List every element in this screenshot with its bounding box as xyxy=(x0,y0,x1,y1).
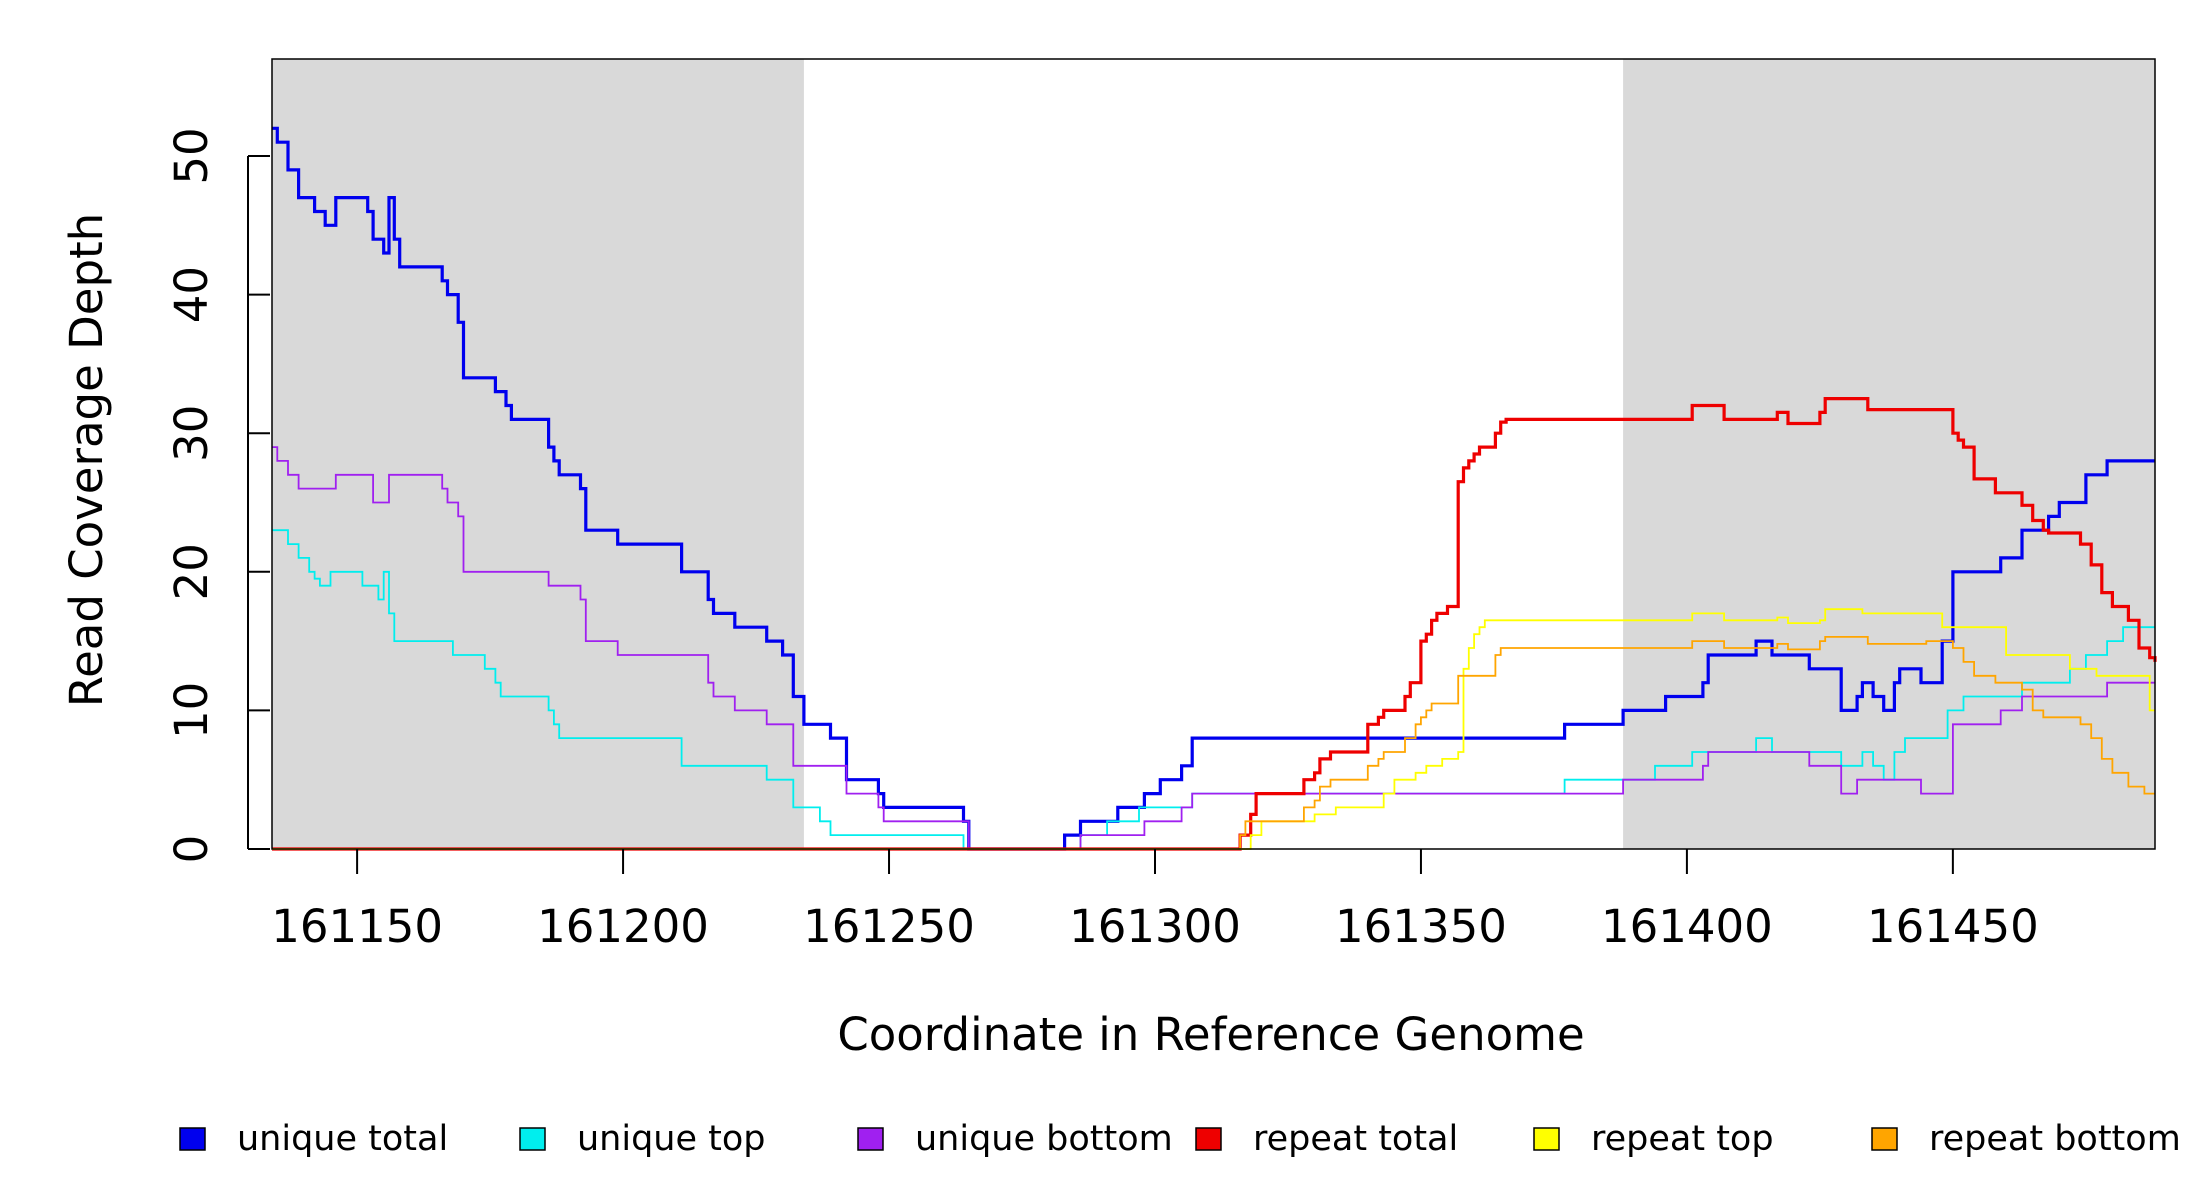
legend-swatch xyxy=(1195,1127,1222,1151)
x-tick-label-161300: 161300 xyxy=(1069,900,1241,953)
legend-label: unique total xyxy=(237,1119,448,1159)
plot-frame xyxy=(271,58,2156,850)
y-tick-label-20: 20 xyxy=(165,543,218,600)
series-lines xyxy=(272,126,2157,851)
legend-label: repeat total xyxy=(1253,1119,1458,1159)
repeat-region-2 xyxy=(1623,59,2155,849)
legend-item-unique-bottom: unique bottom xyxy=(857,1119,1173,1159)
x-tick-label-161200: 161200 xyxy=(537,900,709,953)
series-repeat-total xyxy=(272,397,2157,851)
legend-item-repeat-total: repeat total xyxy=(1195,1119,1458,1159)
y-tick-label-30: 30 xyxy=(165,405,218,462)
repeat-region-1 xyxy=(272,59,804,849)
x-tick-label-161400: 161400 xyxy=(1601,900,1773,953)
series-repeat-top xyxy=(272,608,2155,850)
x-axis: 161150 161200 161250 161300 161350 161400 1614… xyxy=(271,849,2039,953)
y-tick-label-0: 0 xyxy=(165,835,218,864)
legend-swatch xyxy=(179,1127,206,1151)
series-unique-total xyxy=(272,126,2155,851)
y-tick-label-50: 50 xyxy=(165,127,218,184)
x-tick-label-161150: 161150 xyxy=(271,900,443,953)
legend-label: unique top xyxy=(577,1119,766,1159)
legend-label: repeat top xyxy=(1591,1119,1774,1159)
legend-swatch xyxy=(1533,1127,1560,1151)
legend-label: repeat bottom xyxy=(1929,1119,2181,1159)
y-tick-label-40: 40 xyxy=(165,266,218,323)
legend-swatch xyxy=(857,1127,884,1151)
y-tick-label-10: 10 xyxy=(165,682,218,739)
legend-item-repeat-top: repeat top xyxy=(1533,1119,1774,1159)
legend-item-repeat-bottom: repeat bottom xyxy=(1871,1119,2181,1159)
x-tick-label-161250: 161250 xyxy=(803,900,975,953)
legend-swatch xyxy=(519,1127,546,1151)
legend-swatch xyxy=(1871,1127,1898,1151)
x-axis-title: Coordinate in Reference Genome xyxy=(837,1008,1584,1061)
repeat-region-shading xyxy=(272,59,2155,849)
series-unique-bottom xyxy=(272,446,2155,850)
y-axis: 0 10 20 30 40 50 xyxy=(165,127,270,863)
legend-item-unique-total: unique total xyxy=(179,1119,448,1159)
x-tick-label-161450: 161450 xyxy=(1867,900,2039,953)
series-repeat-bottom xyxy=(272,636,2155,850)
legend: unique total unique top unique bottom repea… xyxy=(179,1119,2181,1159)
x-tick-label-161350: 161350 xyxy=(1335,900,1507,953)
y-axis-title: Read Coverage Depth xyxy=(60,213,113,707)
legend-item-unique-top: unique top xyxy=(519,1119,766,1159)
legend-label: unique bottom xyxy=(915,1119,1173,1159)
series-unique-top xyxy=(272,529,2155,850)
